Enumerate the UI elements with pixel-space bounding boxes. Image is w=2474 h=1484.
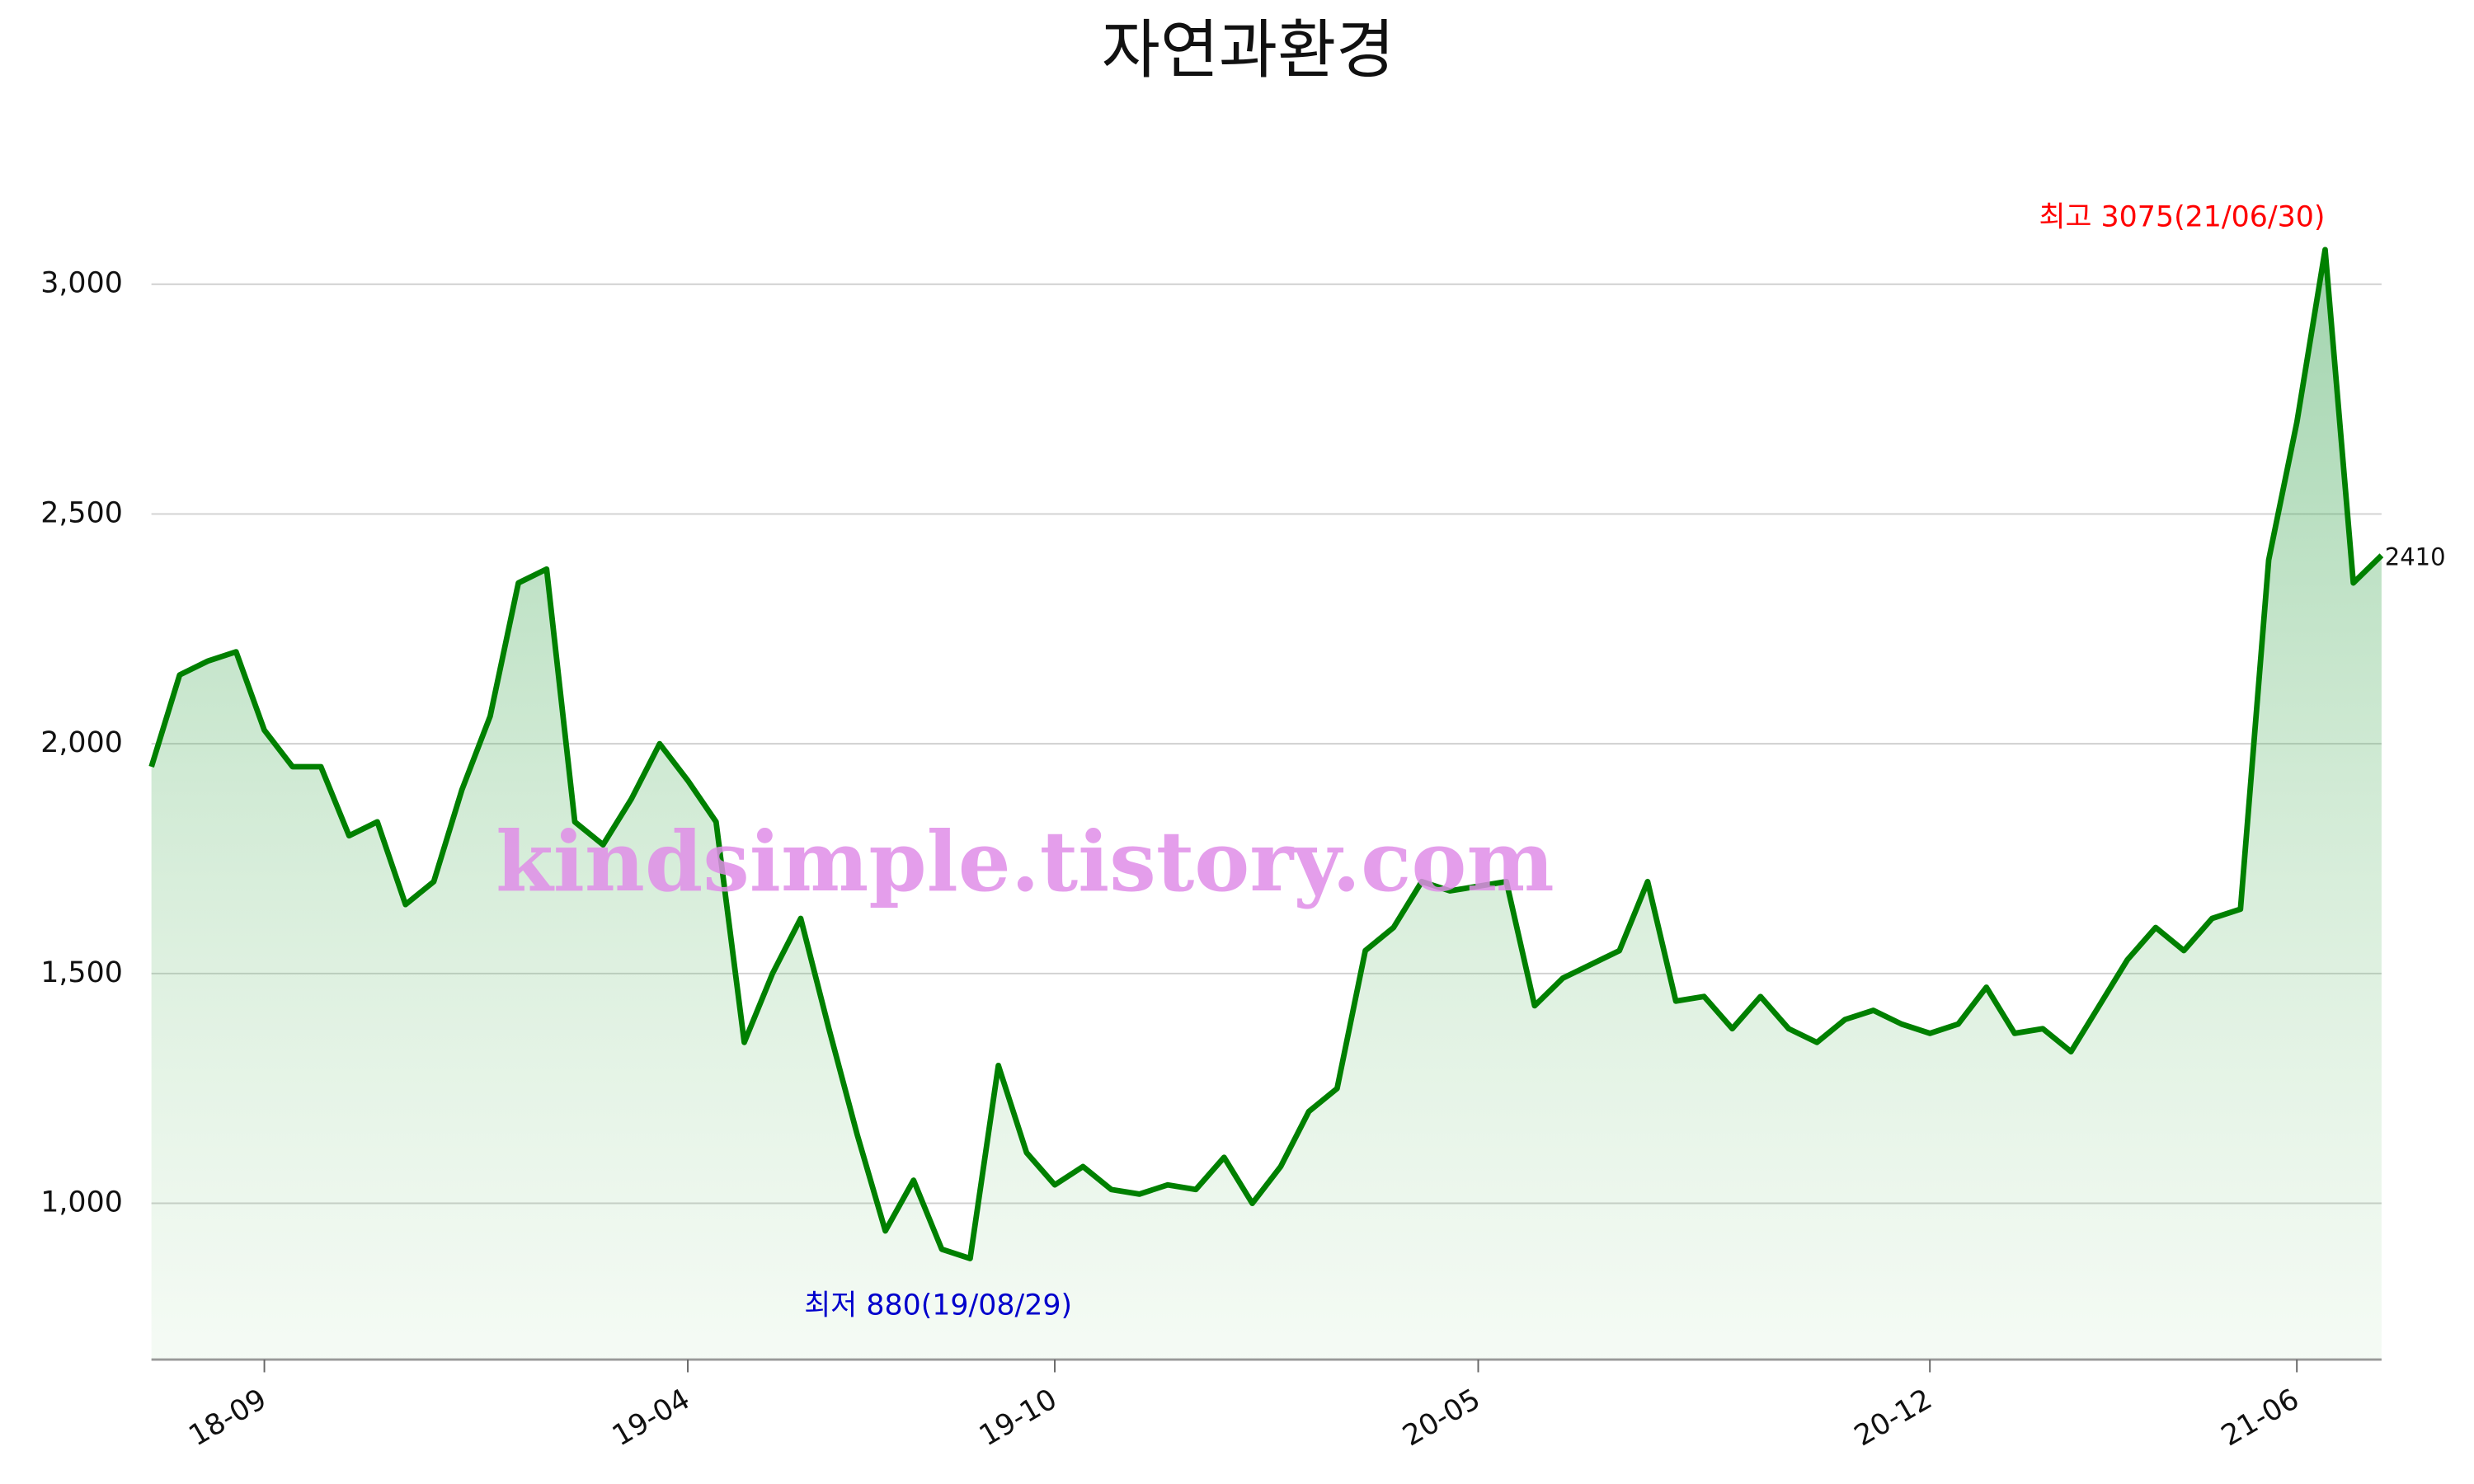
x-tick-label: 18-09 (184, 1383, 273, 1453)
y-tick-label: 1,000 (40, 1186, 123, 1219)
line (148, 247, 2384, 1261)
annotation: 최고 3075(21/06/30) (2039, 200, 2326, 233)
x-tick-label: 21-06 (2216, 1383, 2305, 1453)
last-value-label: 2410 (2385, 542, 2446, 571)
watermark: kindsimple.tistory.com (496, 813, 1554, 910)
x-tick-label: 19-04 (607, 1383, 696, 1453)
y-tick-label: 2,000 (40, 726, 123, 759)
x-tick-label: 19-10 (974, 1383, 1063, 1453)
chart-title: 자연과환경 (1102, 13, 1395, 87)
y-tick-label: 3,000 (40, 267, 123, 300)
area (151, 249, 2382, 1360)
x-tick-label: 20-05 (1397, 1383, 1486, 1453)
y-tick-label: 2,500 (40, 496, 123, 529)
annotation: 최저 880(19/08/29) (804, 1289, 1072, 1322)
y-tick-label: 1,500 (40, 956, 123, 989)
x-tick-label: 20-12 (1849, 1383, 1938, 1453)
